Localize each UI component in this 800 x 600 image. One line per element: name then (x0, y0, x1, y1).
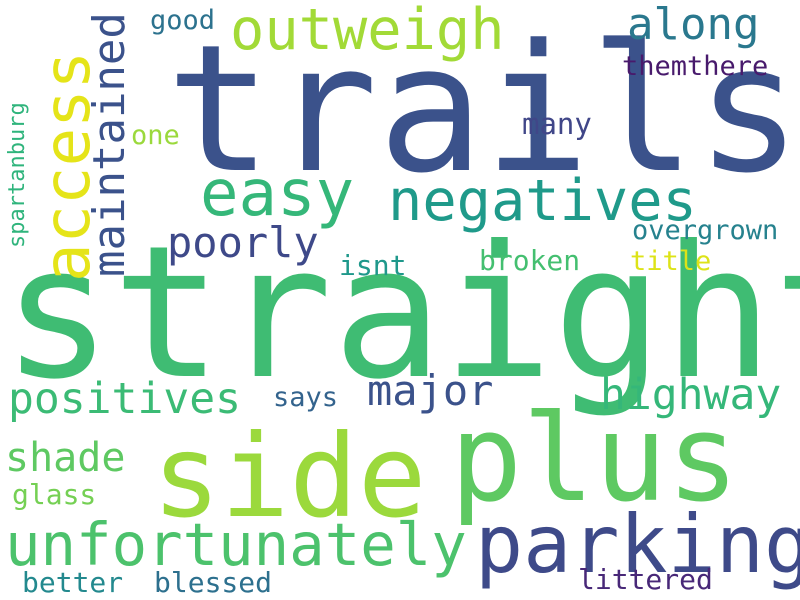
word-better: better (22, 566, 124, 599)
word-maintained: maintained (84, 12, 135, 277)
word-plus: plus (450, 390, 739, 529)
word-littered: littered (578, 563, 713, 596)
word-major: major (367, 366, 494, 415)
word-isnt: isnt (339, 249, 407, 282)
word-side: side (152, 410, 427, 543)
word-good: good (150, 5, 216, 36)
word-glass: glass (12, 478, 97, 511)
word-says: says (273, 382, 339, 413)
word-trails: trails (166, 7, 800, 212)
word-poorly: poorly (167, 218, 319, 267)
word-easy: easy (200, 157, 355, 231)
word-spartanburg: spartanburg (5, 102, 30, 248)
word-highway: highway (600, 370, 782, 420)
word-parking: parking (475, 498, 800, 591)
word-positives: positives (8, 374, 241, 424)
word-many: many (522, 107, 592, 141)
word-outweigh: outweigh (230, 0, 505, 63)
word-one: one (131, 120, 180, 151)
word-themthere: themthere (622, 51, 769, 82)
word-unfortunately: unfortunately (5, 510, 467, 579)
word-broken: broken (479, 244, 581, 277)
word-along: along (627, 0, 760, 50)
word-straight: straight (2, 207, 800, 420)
word-shade: shade (5, 435, 126, 481)
word-blessed: blessed (154, 566, 273, 599)
word-negatives: negatives (388, 168, 697, 234)
word-title: title (630, 246, 712, 277)
word-overgrown: overgrown (632, 215, 779, 246)
